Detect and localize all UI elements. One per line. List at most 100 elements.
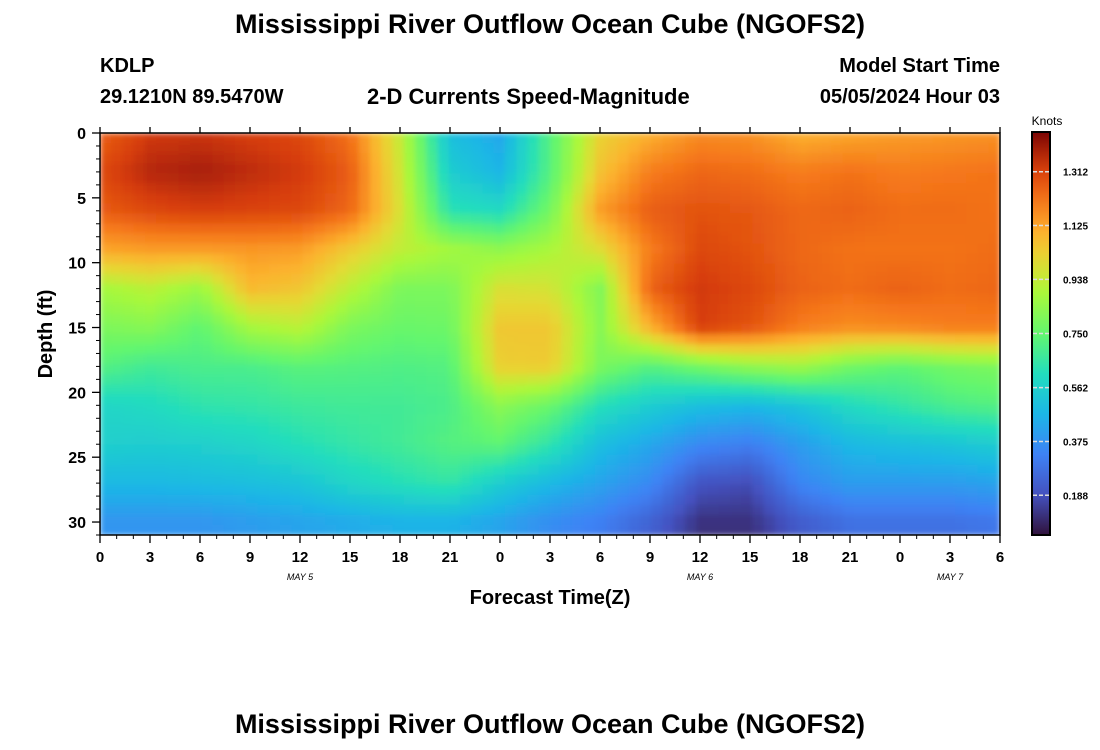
- heatmap-cell: [358, 163, 371, 174]
- heatmap-cell: [910, 253, 922, 265]
- heatmap-cell: [471, 454, 484, 466]
- heatmap-cell: [662, 233, 675, 245]
- heatmap-cell: [932, 464, 945, 476]
- heatmap-cell: [921, 263, 934, 275]
- heatmap-cell: [415, 364, 427, 375]
- heatmap-cell: [932, 354, 945, 365]
- heatmap-cell: [550, 313, 562, 325]
- heatmap-cell: [448, 273, 461, 285]
- heatmap-cell: [898, 243, 911, 255]
- heatmap-cell: [122, 404, 135, 416]
- heatmap-cell: [651, 283, 664, 295]
- heatmap-cell: [775, 414, 787, 426]
- heatmap-cell: [775, 434, 787, 446]
- heatmap-cell: [381, 313, 394, 325]
- heatmap-cell: [212, 153, 225, 164]
- heatmap-cell: [887, 203, 900, 215]
- heatmap-cell: [685, 293, 697, 305]
- heatmap-cell: [831, 414, 844, 426]
- heatmap-cell: [752, 203, 765, 215]
- heatmap-cell: [156, 354, 169, 365]
- heatmap-cell: [921, 504, 934, 516]
- heatmap-cell: [167, 354, 180, 365]
- heatmap-cell: [617, 183, 630, 194]
- heatmap-cell: [426, 374, 439, 385]
- heatmap-cell: [808, 354, 821, 365]
- heatmap-cell: [280, 293, 292, 305]
- heatmap-cell: [910, 454, 922, 466]
- heatmap-cell: [943, 153, 956, 164]
- heatmap-cell: [808, 384, 821, 395]
- heatmap-cell: [235, 193, 247, 205]
- heatmap-cell: [775, 303, 787, 315]
- heatmap-cell: [358, 203, 371, 215]
- heatmap-cell: [943, 323, 956, 335]
- heatmap-cell: [730, 233, 742, 245]
- heatmap-cell: [842, 374, 855, 385]
- heatmap-cell: [887, 344, 900, 355]
- heatmap-cell: [268, 143, 281, 154]
- heatmap-cell: [808, 524, 821, 535]
- heatmap-cell: [415, 454, 427, 466]
- heatmap-cell: [246, 404, 259, 416]
- heatmap-cell: [302, 283, 315, 295]
- heatmap-cell: [235, 223, 247, 235]
- y-tick-label: 25: [68, 450, 86, 467]
- heatmap-cell: [617, 484, 630, 496]
- heatmap-cell: [347, 213, 360, 225]
- heatmap-cell: [651, 293, 664, 305]
- heatmap-cell: [257, 303, 270, 315]
- heatmap-cell: [133, 524, 146, 535]
- heatmap-cell: [898, 283, 911, 295]
- y-axis-label: Depth (ft): [35, 290, 57, 379]
- heatmap-cell: [988, 253, 1000, 265]
- heatmap-cell: [381, 263, 394, 275]
- heatmap-cell: [853, 253, 866, 265]
- heatmap-cell: [876, 354, 889, 365]
- heatmap-cell: [763, 414, 776, 426]
- heatmap-cell: [325, 494, 337, 506]
- heatmap-cell: [403, 223, 416, 235]
- heatmap-cell: [572, 273, 585, 285]
- heatmap-cell: [797, 143, 810, 154]
- heatmap-cell: [370, 434, 382, 446]
- heatmap-cell: [336, 334, 349, 345]
- x-tick-label: 21: [842, 549, 859, 566]
- heatmap-cell: [178, 354, 191, 365]
- heatmap-cell: [100, 283, 112, 295]
- heatmap-cell: [696, 163, 709, 174]
- heatmap-cell: [628, 474, 641, 486]
- heatmap-cell: [966, 404, 979, 416]
- heatmap-cell: [460, 233, 472, 245]
- heatmap-cell: [201, 253, 214, 265]
- heatmap-cell: [853, 444, 866, 456]
- heatmap-cell: [831, 213, 844, 225]
- heatmap-cell: [955, 414, 967, 426]
- heatmap-cell: [651, 364, 664, 375]
- heatmap-cell: [640, 293, 652, 305]
- heatmap-cell: [133, 464, 146, 476]
- heatmap-cell: [718, 384, 731, 395]
- heatmap-cell: [955, 173, 967, 184]
- heatmap-cell: [583, 323, 596, 335]
- heatmap-cell: [235, 524, 247, 535]
- heatmap-cell: [460, 484, 472, 496]
- heatmap-cell: [808, 454, 821, 466]
- heatmap-cell: [910, 243, 922, 255]
- heatmap-cell: [606, 504, 619, 516]
- heatmap-cell: [988, 514, 1000, 526]
- heatmap-cell: [100, 273, 112, 285]
- heatmap-cell: [460, 143, 472, 154]
- heatmap-cell: [707, 514, 720, 526]
- heatmap-cell: [201, 494, 214, 506]
- heatmap-cell: [808, 484, 821, 496]
- y-tick-label: 20: [68, 385, 86, 402]
- heatmap-cell: [246, 283, 259, 295]
- heatmap-cell: [291, 514, 304, 526]
- heatmap-cell: [178, 303, 191, 315]
- heatmap-cell: [966, 424, 979, 436]
- heatmap-cell: [550, 464, 562, 476]
- heatmap-cell: [651, 323, 664, 335]
- heatmap-cell: [831, 494, 844, 506]
- heatmap-cell: [550, 163, 562, 174]
